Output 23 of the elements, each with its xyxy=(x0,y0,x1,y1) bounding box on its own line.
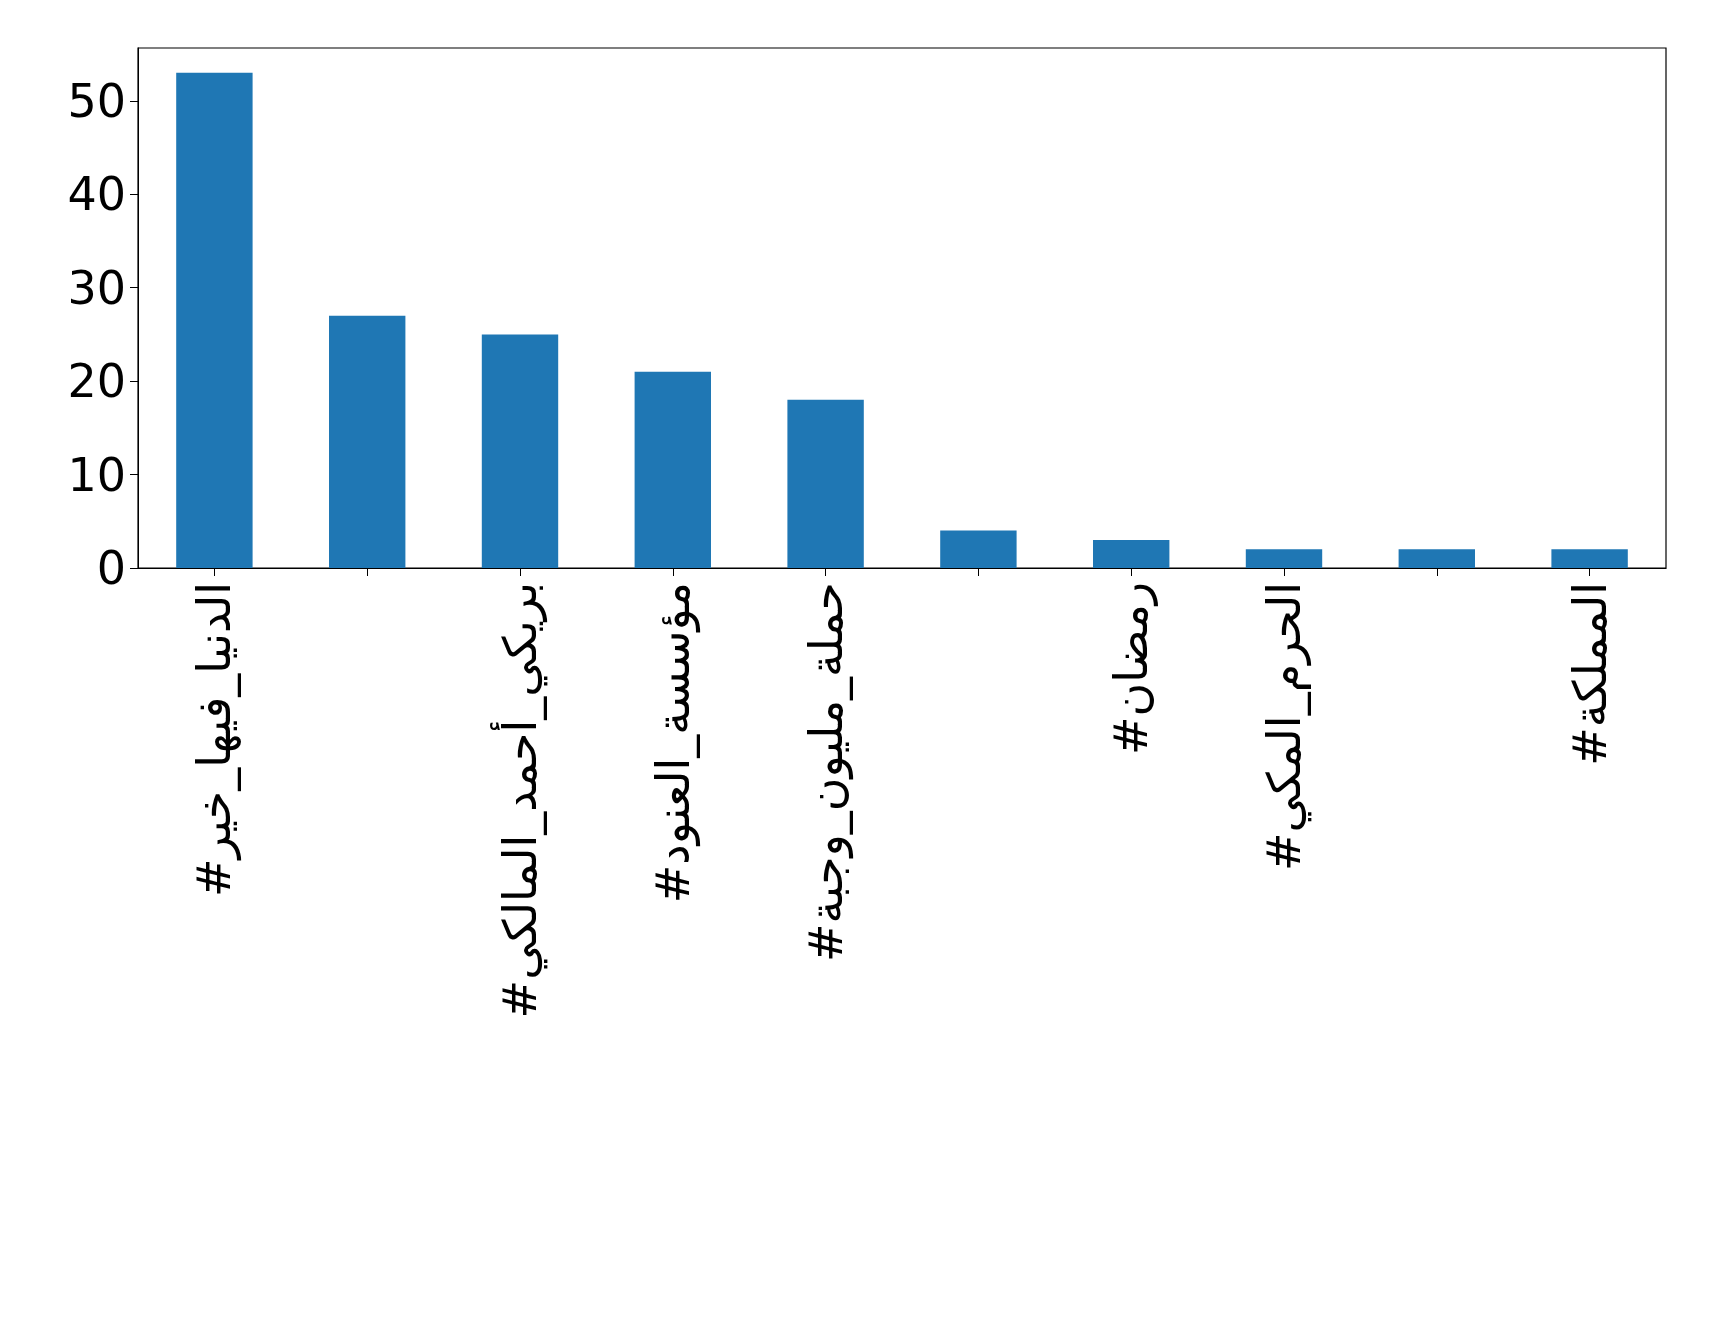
x-tick-label: #المملكة xyxy=(1562,582,1617,766)
x-tick-label: #بريكي_أحمد_المالكي xyxy=(490,582,548,1019)
bar xyxy=(1551,549,1628,568)
bar xyxy=(1245,549,1323,568)
x-tick-label: #الدنيا_فيها_خير xyxy=(187,582,243,897)
bar xyxy=(634,371,711,568)
y-tick-label: 10 xyxy=(67,447,126,502)
bar xyxy=(1398,549,1475,568)
bar xyxy=(1093,539,1170,568)
x-tick-label: #رمضان xyxy=(1104,582,1159,756)
x-tick-label: #حملة_مليون_وجبة xyxy=(798,582,854,962)
bar xyxy=(176,72,253,568)
y-tick-label: 40 xyxy=(67,167,126,222)
bar xyxy=(481,334,559,568)
x-tick-label: #مؤسسة_العنود xyxy=(645,582,701,904)
x-tick-label: #الحرم_المكي xyxy=(1257,582,1312,872)
bar xyxy=(940,530,1017,568)
bar xyxy=(329,315,406,568)
y-tick-label: 30 xyxy=(67,260,126,315)
y-tick-label: 20 xyxy=(67,354,126,409)
y-tick-label: 0 xyxy=(96,541,126,595)
bar xyxy=(787,399,864,568)
y-tick-label: 50 xyxy=(67,73,126,128)
